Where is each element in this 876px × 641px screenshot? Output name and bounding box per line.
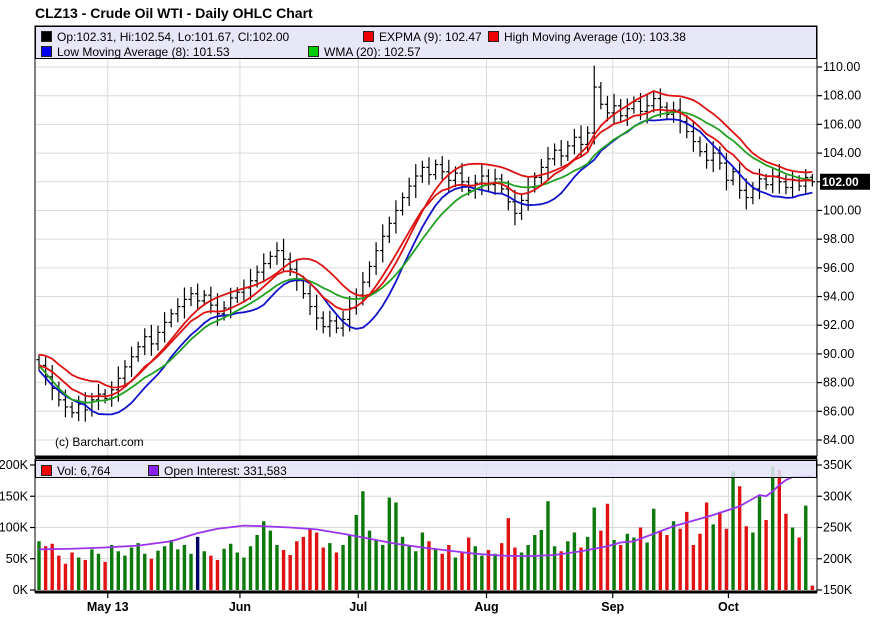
svg-text:Oct: Oct xyxy=(718,600,740,614)
svg-text:104.00: 104.00 xyxy=(823,146,861,160)
open-interest-legend-label: Open Interest: 331,583 xyxy=(164,463,287,478)
expma-legend-label: EXPMA (9): 102.47 xyxy=(379,29,482,44)
legend-item-open-interest: Open Interest: 331,583 xyxy=(148,463,287,478)
svg-text:Jun: Jun xyxy=(229,600,251,614)
svg-text:200K: 200K xyxy=(0,458,29,472)
copyright-watermark: (c) Barchart.com xyxy=(55,435,144,449)
low-ma-legend-label: Low Moving Average (8): 101.53 xyxy=(57,44,230,59)
svg-text:90.00: 90.00 xyxy=(823,347,854,361)
svg-text:Aug: Aug xyxy=(474,600,498,614)
legend-item-high-ma: High Moving Average (10): 103.38 xyxy=(488,29,686,44)
svg-text:Sep: Sep xyxy=(601,600,624,614)
svg-text:100.00: 100.00 xyxy=(823,203,861,217)
svg-text:102.00: 102.00 xyxy=(822,175,859,189)
svg-text:86.00: 86.00 xyxy=(823,404,854,418)
svg-text:98.00: 98.00 xyxy=(823,232,854,246)
svg-text:Jul: Jul xyxy=(349,600,367,614)
expma-swatch-icon xyxy=(363,31,374,42)
ohlc-legend-label: Op:102.31, Hi:102.54, Lo:101.67, Cl:102.… xyxy=(57,29,290,44)
wma-legend-label: WMA (20): 102.57 xyxy=(324,44,421,59)
high-ma-swatch-icon xyxy=(488,31,499,42)
svg-text:84.00: 84.00 xyxy=(823,433,854,447)
ohlc-swatch-icon xyxy=(41,31,52,42)
legend-item-wma: WMA (20): 102.57 xyxy=(308,44,421,59)
volume-legend-label: Vol: 6,764 xyxy=(57,463,111,478)
wma-swatch-icon xyxy=(308,46,319,57)
legend-item-ohlc: Op:102.31, Hi:102.54, Lo:101.67, Cl:102.… xyxy=(41,29,289,44)
svg-text:106.00: 106.00 xyxy=(823,117,861,131)
svg-text:88.00: 88.00 xyxy=(823,376,854,390)
svg-text:100K: 100K xyxy=(0,521,29,535)
svg-text:110.00: 110.00 xyxy=(823,60,860,74)
high-ma-legend-label: High Moving Average (10): 103.38 xyxy=(504,29,686,44)
price-legend-band: Op:102.31, Hi:102.54, Lo:101.67, Cl:102.… xyxy=(35,26,817,59)
legend-item-low-ma: Low Moving Average (8): 101.53 xyxy=(41,44,230,59)
open-interest-swatch-icon xyxy=(148,465,159,476)
svg-text:350K: 350K xyxy=(823,458,853,472)
svg-text:0K: 0K xyxy=(13,583,29,597)
svg-text:250K: 250K xyxy=(823,521,853,535)
chart-title: CLZ13 - Crude Oil WTI - Daily OHLC Chart xyxy=(35,5,313,21)
svg-text:150K: 150K xyxy=(823,583,853,597)
svg-text:300K: 300K xyxy=(823,489,853,503)
svg-text:May 13: May 13 xyxy=(87,600,129,614)
low-ma-swatch-icon xyxy=(41,46,52,57)
svg-text:50K: 50K xyxy=(6,552,29,566)
svg-text:200K: 200K xyxy=(823,552,853,566)
volume-swatch-icon xyxy=(41,465,52,476)
svg-text:92.00: 92.00 xyxy=(823,318,854,332)
legend-item-expma: EXPMA (9): 102.47 xyxy=(363,29,482,44)
svg-text:150K: 150K xyxy=(0,489,29,503)
legend-item-volume: Vol: 6,764 xyxy=(41,463,110,478)
volume-legend-band: Vol: 6,764 Open Interest: 331,583 xyxy=(35,460,817,478)
svg-text:94.00: 94.00 xyxy=(823,290,854,304)
svg-text:96.00: 96.00 xyxy=(823,261,854,275)
svg-text:108.00: 108.00 xyxy=(823,89,861,103)
